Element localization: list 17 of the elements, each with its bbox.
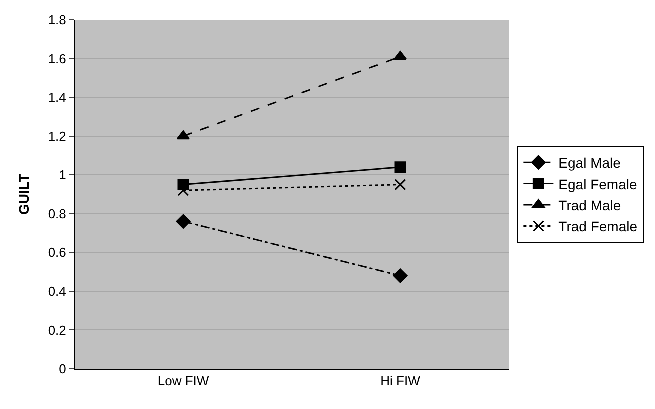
legend-label: Trad Male: [558, 197, 622, 214]
y-tick-label: 0.4: [48, 284, 66, 299]
y-axis-title: GUILT: [16, 174, 32, 215]
y-tick-label: 0: [59, 362, 66, 377]
legend-label: Trad Female: [558, 218, 638, 235]
legend-label: Egal Female: [558, 176, 638, 192]
legend-label: Egal Male: [558, 155, 622, 172]
y-tick-label: 1: [59, 168, 66, 183]
x-tick-label: Hi FIW: [380, 374, 422, 389]
y-tick-label: 0.8: [48, 206, 66, 222]
y-tick-label: 1.6: [48, 51, 66, 66]
y-tick-label: 1.4: [48, 90, 66, 106]
x-tick-label: Low FIW: [158, 374, 210, 389]
y-tick-label: 1.2: [48, 128, 66, 144]
y-tick-label: 0.2: [48, 322, 66, 338]
y-tick-label: 0.6: [48, 245, 66, 260]
y-tick-label: 1.8: [48, 12, 66, 28]
